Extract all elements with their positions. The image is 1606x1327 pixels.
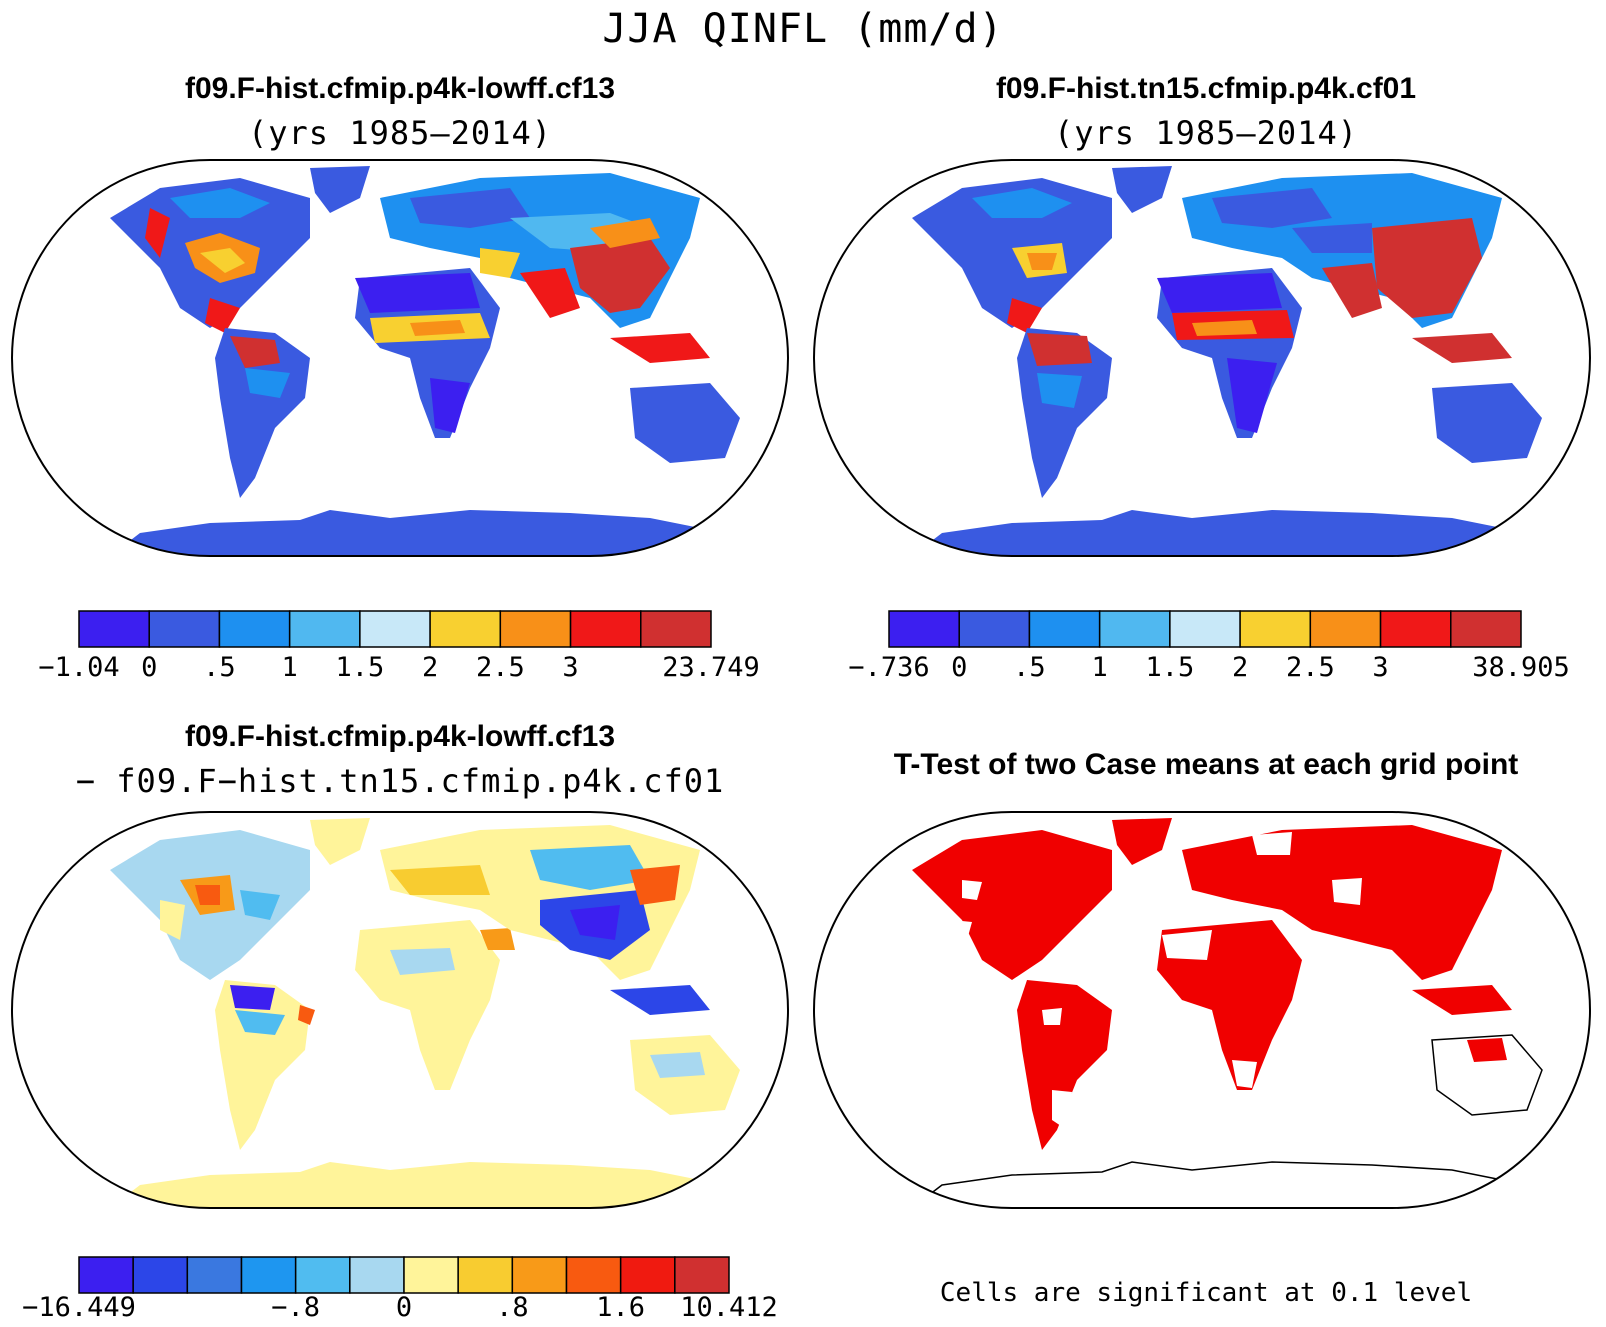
map-bottom-right bbox=[812, 811, 1592, 1209]
colorbar-swatch bbox=[132, 1256, 189, 1294]
colorbar-label: 1 bbox=[281, 652, 298, 683]
antarctica bbox=[110, 510, 750, 556]
colorbar-swatch bbox=[1098, 610, 1171, 648]
colorbar-label: 3 bbox=[562, 652, 579, 683]
colorbar-swatch bbox=[619, 1256, 676, 1294]
colorbar-swatch bbox=[403, 1256, 459, 1294]
colorbar-swatch bbox=[674, 1256, 730, 1294]
colorbar-label: 2.5 bbox=[1285, 652, 1335, 683]
colorbar-label: 0 bbox=[141, 652, 158, 683]
colorbar-swatch bbox=[1309, 610, 1382, 648]
colorbar-label: −1.04 bbox=[38, 652, 120, 683]
colorbar-top-left bbox=[78, 610, 712, 648]
panel-bottom-left-title: f09.F-hist.cfmip.p4k-lowff.cf13 bbox=[184, 720, 616, 753]
colorbar-swatch bbox=[569, 610, 642, 648]
colorbar-bottom-left-labels: −16.449 −.8 0 .8 1.6 10.412 bbox=[22, 1292, 778, 1326]
colorbar-swatch bbox=[148, 610, 221, 648]
significance-note: Cells are significant at 0.1 level bbox=[939, 1278, 1473, 1308]
colorbar-label: 1.6 bbox=[596, 1292, 646, 1323]
map-bottom-left bbox=[10, 811, 790, 1209]
panel-top-right-subtitle: (yrs 1985–2014) bbox=[1054, 114, 1358, 152]
colorbar-label: 0 bbox=[951, 652, 968, 683]
colorbar-swatch bbox=[1169, 610, 1241, 648]
colorbar-label: 38.905 bbox=[1472, 652, 1570, 683]
panel-top-left-subtitle: (yrs 1985–2014) bbox=[248, 114, 552, 152]
colorbar-swatch bbox=[958, 610, 1031, 648]
colorbar-label: 1.5 bbox=[335, 652, 385, 683]
colorbar-label: −16.449 bbox=[22, 1292, 136, 1323]
colorbar-label: 2.5 bbox=[475, 652, 525, 683]
map-top-left bbox=[10, 159, 790, 557]
colorbar-label: 0 bbox=[395, 1292, 413, 1323]
colorbar-label: .8 bbox=[496, 1292, 529, 1323]
colorbar-swatch bbox=[640, 610, 712, 648]
colorbar-swatch bbox=[429, 610, 502, 648]
panel-top-left-title: f09.F-hist.cfmip.p4k-lowff.cf13 bbox=[184, 72, 616, 105]
colorbar-label: 1 bbox=[1091, 652, 1108, 683]
colorbar-label: 2 bbox=[1231, 652, 1249, 683]
figure-title: JJA QINFL (mm/d) bbox=[602, 6, 1004, 52]
panel-bottom-left-subtitle: − f09.F−hist.tn15.cfmip.p4k.cf01 bbox=[75, 762, 725, 800]
colorbar-swatch bbox=[78, 1256, 134, 1294]
panel-bottom-right-title: T-Test of two Case means at each grid po… bbox=[893, 748, 1519, 781]
colorbar-swatch bbox=[186, 1256, 243, 1294]
colorbar-swatch bbox=[1239, 610, 1312, 648]
colorbar-label: .5 bbox=[1013, 652, 1046, 683]
colorbar-bottom-left bbox=[78, 1256, 730, 1294]
colorbar-label: 23.749 bbox=[662, 652, 760, 683]
colorbar-swatch bbox=[349, 1256, 405, 1294]
colorbar-swatch bbox=[565, 1256, 622, 1294]
colorbar-label: 3 bbox=[1372, 652, 1389, 683]
greenland bbox=[310, 166, 370, 213]
colorbar-swatch bbox=[78, 610, 150, 648]
colorbar-swatch bbox=[359, 610, 431, 648]
colorbar-label: −.736 bbox=[848, 652, 930, 683]
australia bbox=[630, 383, 740, 463]
colorbar-label: 10.412 bbox=[680, 1292, 778, 1323]
south-america bbox=[215, 328, 310, 498]
colorbar-swatch bbox=[457, 1256, 514, 1294]
map-top-right bbox=[812, 159, 1592, 557]
colorbar-top-right-labels: −.736 0 .5 1 1.5 2 2.5 3 38.905 bbox=[848, 652, 1569, 686]
colorbar-swatch bbox=[294, 1256, 351, 1294]
colorbar-swatch bbox=[1450, 610, 1522, 648]
colorbar-swatch bbox=[499, 610, 572, 648]
panel-top-right-title: f09.F-hist.tn15.cfmip.p4k.cf01 bbox=[995, 72, 1417, 105]
colorbar-label: 1.5 bbox=[1145, 652, 1195, 683]
colorbar-swatch bbox=[511, 1256, 568, 1294]
colorbar-swatch bbox=[1379, 610, 1452, 648]
colorbar-label: −.8 bbox=[271, 1292, 321, 1323]
colorbar-swatch bbox=[240, 1256, 297, 1294]
colorbar-top-right bbox=[888, 610, 1522, 648]
colorbar-swatch bbox=[218, 610, 291, 648]
colorbar-swatch bbox=[888, 610, 960, 648]
colorbar-top-left-labels: −1.04 0 .5 1 1.5 2 2.5 3 23.749 bbox=[38, 652, 759, 686]
colorbar-label: .5 bbox=[203, 652, 236, 683]
colorbar-swatch bbox=[1028, 610, 1101, 648]
colorbar-swatch bbox=[288, 610, 361, 648]
colorbar-label: 2 bbox=[421, 652, 439, 683]
